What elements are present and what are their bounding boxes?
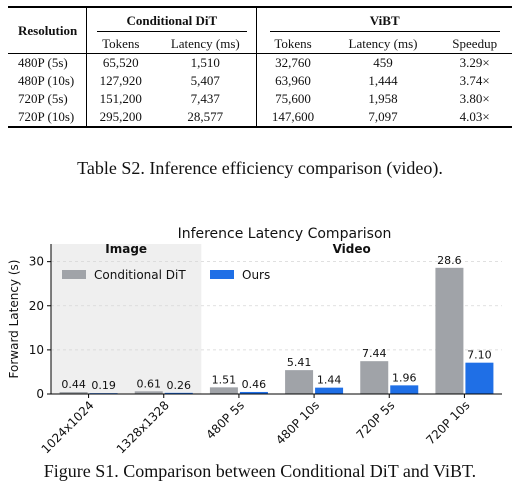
chart-title: Inference Latency Comparison	[178, 226, 392, 242]
cell-speedup: 3.80×	[459, 91, 490, 106]
header-resolution: Resolution	[8, 7, 88, 54]
cell-res: 480P (10s)	[8, 72, 88, 90]
cell-dit-tokens: 127,920	[99, 73, 142, 88]
legend-swatch	[62, 270, 86, 279]
bar-value-label: 7.10	[467, 349, 492, 362]
x-tick-label: 1328x1328	[114, 398, 172, 456]
header-dit-latency: Latency (ms)	[154, 35, 258, 54]
header-vibt-latency: Latency (ms)	[348, 36, 418, 51]
region-label: Video	[333, 242, 371, 256]
x-tick-label: 480P 5s	[203, 398, 247, 442]
cell-vibt-latency: 1,958	[368, 91, 398, 106]
cell-res: 480P (5s)	[8, 53, 88, 72]
bar-ours	[164, 392, 193, 394]
bar-value-label: 0.44	[61, 378, 86, 391]
efficiency-table: Resolution Conditional DiT ViBT Tokens L…	[8, 6, 512, 128]
figure-caption: Figure S1. Comparison between Conditiona…	[43, 461, 477, 481]
cell-vibt-latency: 459	[373, 55, 393, 70]
bar-conditional-dit	[59, 392, 88, 394]
bar-value-label: 0.26	[167, 379, 192, 392]
bar-conditional-dit	[134, 391, 163, 394]
legend-label: Conditional DiT	[94, 268, 186, 282]
cell-dit-latency: 28,577	[154, 108, 258, 127]
header-dit-tokens: Tokens	[102, 36, 140, 51]
cell-vibt-latency: 1,444	[368, 73, 398, 88]
y-axis-label: Forward Latency (s)	[7, 260, 21, 379]
bar-value-label: 1.44	[317, 374, 342, 387]
bar-value-label: 1.96	[392, 371, 417, 384]
cell-dit-latency: 1,510	[154, 53, 258, 72]
chart-bars	[59, 267, 494, 394]
bar-conditional-dit	[209, 387, 238, 394]
legend-label: Ours	[242, 268, 270, 282]
y-tick-label: 20	[29, 299, 44, 313]
header-vibt-label: ViBT	[269, 13, 500, 32]
efficiency-table-block: Resolution Conditional DiT ViBT Tokens L…	[8, 6, 512, 128]
bar-value-label: 1.51	[212, 373, 237, 386]
bar-ours	[465, 362, 494, 394]
bar-value-label: 0.46	[242, 378, 267, 391]
cell-dit-latency: 5,407	[154, 72, 258, 90]
cell-vibt-latency: 7,097	[368, 109, 398, 124]
header-vibt: ViBT	[257, 7, 512, 35]
header-vibt-tokens: Tokens	[274, 36, 312, 51]
region-label: Image	[105, 242, 147, 256]
header-speedup: Speedup	[452, 36, 498, 51]
legend-swatch	[210, 270, 234, 279]
bar-value-label: 0.61	[137, 377, 162, 390]
bar-value-label: 7.44	[362, 347, 387, 360]
cell-dit-latency: 7,437	[154, 90, 258, 108]
table-row: 720P (10s) 295,200 28,577 147,600 7,097 …	[8, 108, 512, 127]
chart-axes	[47, 244, 502, 398]
cell-res: 720P (5s)	[8, 90, 88, 108]
cell-vibt-tokens: 147,600	[271, 109, 315, 124]
table-row: 480P (10s) 127,920 5,407 63,960 1,444 3.…	[8, 72, 512, 90]
cell-dit-tokens: 295,200	[99, 109, 142, 124]
cell-speedup: 3.29×	[459, 55, 490, 70]
cell-dit-tokens: 151,200	[99, 91, 142, 106]
header-conditional-dit: Conditional DiT	[86, 7, 258, 35]
bar-conditional-dit	[285, 370, 314, 394]
cell-vibt-tokens: 32,760	[275, 55, 311, 70]
cell-res: 720P (10s)	[8, 108, 88, 127]
chart-background	[51, 244, 202, 394]
bar-conditional-dit	[435, 267, 464, 394]
x-tick-label: 1024x1024	[39, 398, 97, 456]
y-tick-label: 0	[36, 387, 44, 401]
bar-value-label: 28.6	[437, 254, 462, 267]
x-tick-label: 480P 10s	[273, 398, 322, 447]
bar-ours	[315, 387, 344, 394]
bar-value-label: 5.41	[287, 356, 312, 369]
bar-conditional-dit	[360, 361, 389, 394]
bar-ours	[239, 391, 268, 394]
table-row: 720P (5s) 151,200 7,437 75,600 1,958 3.8…	[8, 90, 512, 108]
bar-ours	[390, 385, 419, 394]
region-shade-0	[51, 244, 202, 394]
cell-speedup: 4.03×	[459, 109, 490, 124]
cell-dit-tokens: 65,520	[102, 55, 139, 70]
latency-bar-chart: Image Video 0 10 20 30 0.44 0.61 1.51 5.41 7.44 28.…	[7, 226, 502, 456]
cell-speedup: 3.74×	[459, 73, 490, 88]
bar-value-label: 0.19	[91, 379, 116, 392]
table-row: 480P (5s) 65,520 1,510 32,760 459 3.29×	[8, 53, 512, 72]
cell-vibt-tokens: 63,960	[275, 73, 311, 88]
table-caption: Table S2. Inference efficiency compariso…	[77, 158, 443, 178]
cell-vibt-tokens: 75,600	[275, 91, 311, 106]
header-conditional-dit-label: Conditional DiT	[96, 13, 247, 32]
x-tick-label: 720P 10s	[423, 398, 472, 447]
y-tick-label: 30	[29, 255, 44, 269]
y-tick-label: 10	[29, 343, 44, 357]
x-tick-label: 720P 5s	[354, 398, 398, 442]
